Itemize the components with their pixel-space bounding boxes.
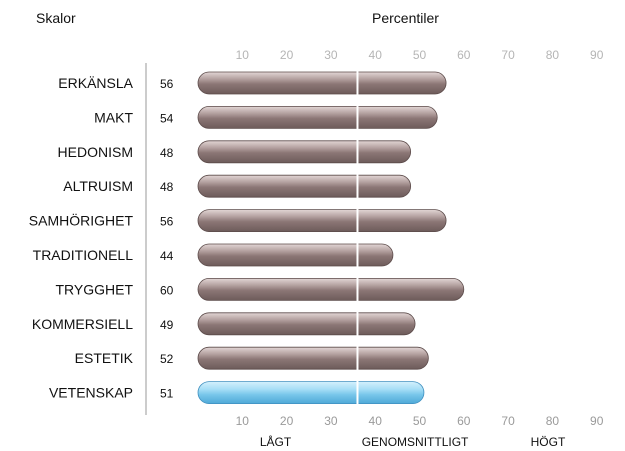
bottom-tick-label: 40 — [369, 414, 383, 428]
value-label: 56 — [160, 77, 174, 91]
category-label: TRYGGHET — [55, 281, 133, 297]
bottom-tick-label: 70 — [501, 414, 515, 428]
bar — [197, 312, 416, 336]
top-tick-label: 80 — [546, 48, 560, 62]
top-tick-label: 30 — [324, 48, 338, 62]
bottom-tick-label: 30 — [324, 414, 338, 428]
bar — [197, 106, 438, 129]
value-label: 52 — [160, 352, 174, 366]
bar — [197, 243, 394, 267]
category-label: MAKT — [94, 109, 133, 125]
percentiles-header: Percentiler — [372, 10, 439, 26]
value-label: 54 — [160, 111, 174, 125]
value-label: 56 — [160, 215, 174, 229]
top-tick-label: 90 — [590, 48, 604, 62]
category-label: TRADITIONELL — [33, 247, 134, 263]
bar — [197, 277, 465, 301]
bar — [197, 346, 429, 370]
category-label: ERKÄNSLA — [58, 75, 133, 91]
scales-header: Skalor — [36, 10, 76, 26]
top-tick-label: 60 — [457, 48, 471, 62]
top-tick-label: 70 — [501, 48, 515, 62]
category-label: HEDONISM — [58, 144, 133, 160]
value-label: 49 — [160, 318, 174, 332]
category-label: KOMMERSIELL — [32, 316, 133, 332]
value-label: 44 — [160, 249, 174, 263]
value-label: 48 — [160, 180, 174, 194]
value-label: 48 — [160, 146, 174, 160]
zone-label: GENOMSNITTLIGT — [362, 435, 469, 449]
zone-label: HÖGT — [531, 435, 566, 449]
top-tick-label: 50 — [413, 48, 427, 62]
bar — [197, 71, 447, 95]
bottom-tick-label: 90 — [590, 414, 604, 428]
bar — [197, 209, 447, 233]
bottom-tick-label: 10 — [236, 414, 250, 428]
zone-label: LÅGT — [260, 434, 292, 449]
value-label: 51 — [160, 387, 174, 401]
bottom-tick-label: 50 — [413, 414, 427, 428]
category-label: VETENSKAP — [49, 385, 133, 401]
bottom-tick-label: 60 — [457, 414, 471, 428]
bottom-tick-label: 80 — [546, 414, 560, 428]
bar — [197, 174, 412, 198]
top-tick-label: 10 — [236, 48, 250, 62]
category-label: ESTETIK — [75, 350, 134, 366]
top-tick-label: 20 — [280, 48, 294, 62]
top-tick-label: 40 — [369, 48, 383, 62]
value-label: 60 — [160, 283, 174, 297]
category-label: ALTRUISM — [63, 178, 133, 194]
bar — [197, 140, 412, 164]
bottom-tick-label: 20 — [280, 414, 294, 428]
category-label: SAMHÖRIGHET — [29, 212, 134, 229]
bar-highlighted — [197, 381, 425, 405]
